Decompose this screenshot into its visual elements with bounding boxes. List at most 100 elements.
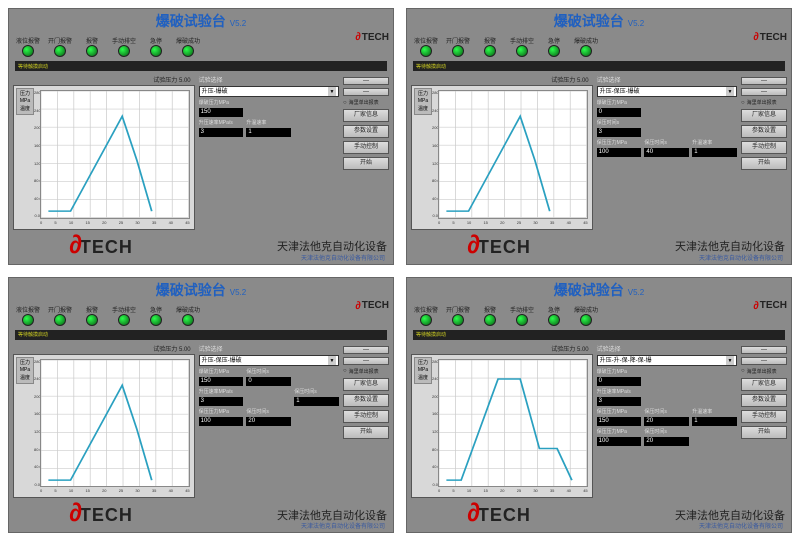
- param-value[interactable]: 150: [597, 417, 642, 426]
- param-label: 升温速率: [692, 139, 737, 146]
- start-button[interactable]: 开始: [741, 157, 787, 170]
- btn-top-2[interactable]: —: [741, 357, 787, 365]
- button-column: — — 海里单出报表厂家信息参数设置手动控制开始: [343, 75, 389, 230]
- btn-top-2[interactable]: —: [343, 88, 389, 96]
- param-empty: [294, 377, 339, 386]
- vendor-info-button[interactable]: 厂家信息: [343, 378, 389, 391]
- led-item: 液位报警: [15, 36, 41, 57]
- param-empty: [246, 108, 291, 117]
- param-value[interactable]: 1: [246, 128, 291, 137]
- led-item: 爆破成功: [175, 36, 201, 57]
- title-bar: 爆破试验台V5.2: [9, 9, 393, 34]
- legend-l1: 压力: [18, 359, 32, 366]
- start-button[interactable]: 开始: [741, 426, 787, 439]
- report-radio[interactable]: 海里单出报表: [343, 368, 389, 375]
- param-value[interactable]: 40: [644, 148, 689, 157]
- vendor-info-button[interactable]: 厂家信息: [741, 109, 787, 122]
- x-tick: 0: [40, 220, 42, 228]
- manual-control-button[interactable]: 手动控制: [343, 410, 389, 423]
- param-value[interactable]: 150: [199, 377, 244, 386]
- x-tick: 35: [550, 488, 554, 496]
- status-led-icon: [516, 45, 528, 57]
- param-value[interactable]: 100: [597, 148, 642, 157]
- led-item: 开门报警: [445, 36, 471, 57]
- btn-top-1[interactable]: —: [741, 346, 787, 354]
- pressure-plot: [40, 359, 190, 488]
- status-led-icon: [580, 314, 592, 326]
- manual-control-button[interactable]: 手动控制: [343, 141, 389, 154]
- pressure-plot: [40, 90, 190, 219]
- param-value[interactable]: 3: [597, 397, 642, 406]
- x-tick: 35: [152, 488, 156, 496]
- param-empty: [644, 108, 689, 117]
- param-settings-button[interactable]: 参数设置: [741, 394, 787, 407]
- param-section-label: 试验选择: [597, 75, 737, 84]
- logo-swirl-icon: ∂: [355, 300, 360, 312]
- btn-top-1[interactable]: —: [741, 77, 787, 85]
- param-value[interactable]: 3: [597, 128, 642, 137]
- param-value[interactable]: 1: [692, 417, 737, 426]
- btn-top-1[interactable]: —: [343, 346, 389, 354]
- param-value[interactable]: 0: [597, 108, 642, 117]
- status-led-icon: [452, 314, 464, 326]
- param-value[interactable]: 150: [199, 108, 244, 117]
- param-value[interactable]: 3: [199, 128, 244, 137]
- hmi-panel-3: 爆破试验台V5.2液位报警开门报警报警手动排空急停爆破成功∂TECH等待触摸启动…: [8, 277, 394, 534]
- param-value[interactable]: 20: [644, 437, 689, 446]
- param-value[interactable]: 20: [644, 417, 689, 426]
- btn-top-2[interactable]: —: [343, 357, 389, 365]
- param-section-label: 试验选择: [199, 75, 339, 84]
- report-radio[interactable]: 海里单出报表: [741, 368, 787, 375]
- btn-top-2[interactable]: —: [741, 88, 787, 96]
- vendor-info-button[interactable]: 厂家信息: [343, 109, 389, 122]
- test-mode-dropdown[interactable]: 升压-爆破: [199, 86, 339, 97]
- param-label: [644, 368, 689, 375]
- param-value[interactable]: 1: [692, 148, 737, 157]
- x-tick: 20: [500, 488, 504, 496]
- btn-top-1[interactable]: —: [343, 77, 389, 85]
- x-tick: 20: [102, 488, 106, 496]
- start-button[interactable]: 开始: [343, 426, 389, 439]
- param-value[interactable]: 100: [199, 417, 244, 426]
- param-column: 试验选择升压-保压-爆破爆破压力MPa保压时间s1500升压速率MPa/s保压时…: [199, 344, 339, 499]
- footer: ∂TECH天津法他克自动化设备天津法他克自动化设备有限公司: [9, 500, 393, 532]
- vendor-info-button[interactable]: 厂家信息: [741, 378, 787, 391]
- param-grid: 爆破压力MPa0升压速率MPa/s3保压压力MPa保压时间s升温速率150201…: [597, 368, 737, 446]
- param-value[interactable]: 0: [597, 377, 642, 386]
- report-radio[interactable]: 海里单出报表: [343, 99, 389, 106]
- brand-logo-small: ∂TECH: [753, 300, 787, 312]
- param-settings-button[interactable]: 参数设置: [343, 125, 389, 138]
- param-column: 试验选择升压-爆破爆破压力MPa150升压速率MPa/s升温速率31: [199, 75, 339, 230]
- legend-l2: MPa: [416, 98, 430, 104]
- start-button[interactable]: 开始: [343, 157, 389, 170]
- status-led-icon: [22, 314, 34, 326]
- led-label: 爆破成功: [574, 36, 598, 45]
- param-empty: [692, 437, 737, 446]
- test-mode-dropdown[interactable]: 升压-升-保-降-保-爆: [597, 355, 737, 366]
- param-settings-button[interactable]: 参数设置: [343, 394, 389, 407]
- param-settings-button[interactable]: 参数设置: [741, 125, 787, 138]
- param-label: [692, 99, 737, 106]
- param-value[interactable]: 20: [246, 417, 291, 426]
- status-strip: 等待触摸启动: [413, 61, 785, 71]
- manual-control-button[interactable]: 手动控制: [741, 141, 787, 154]
- title-bar: 爆破试验台V5.2: [9, 278, 393, 303]
- led-label: 手动排空: [510, 305, 534, 314]
- param-value[interactable]: 0: [246, 377, 291, 386]
- param-label: [692, 368, 737, 375]
- manual-control-button[interactable]: 手动控制: [741, 410, 787, 423]
- version-label: V5.2: [230, 19, 246, 28]
- test-mode-dropdown[interactable]: 升压-保压-爆破: [199, 355, 339, 366]
- led-item: 开门报警: [47, 305, 73, 326]
- param-value[interactable]: 1: [294, 397, 339, 406]
- param-label: 保压时间s: [644, 428, 689, 435]
- param-value[interactable]: 100: [597, 437, 642, 446]
- logo-mark-icon: ∂: [69, 499, 82, 525]
- report-radio[interactable]: 海里单出报表: [741, 99, 787, 106]
- led-item: 爆破成功: [573, 36, 599, 57]
- param-label: 保压时间s: [294, 388, 339, 395]
- param-value[interactable]: 3: [199, 397, 244, 406]
- pressure-plot: [438, 90, 588, 219]
- test-mode-dropdown[interactable]: 升压-保压-爆破: [597, 86, 737, 97]
- param-section-label: 试验选择: [199, 344, 339, 353]
